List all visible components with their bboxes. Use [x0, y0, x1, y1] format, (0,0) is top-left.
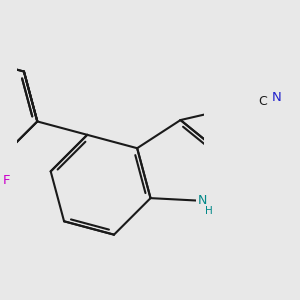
Text: C: C: [259, 94, 267, 107]
Text: N: N: [272, 91, 282, 104]
Text: H: H: [205, 206, 213, 216]
Text: N: N: [197, 194, 207, 207]
Text: F: F: [3, 174, 10, 187]
